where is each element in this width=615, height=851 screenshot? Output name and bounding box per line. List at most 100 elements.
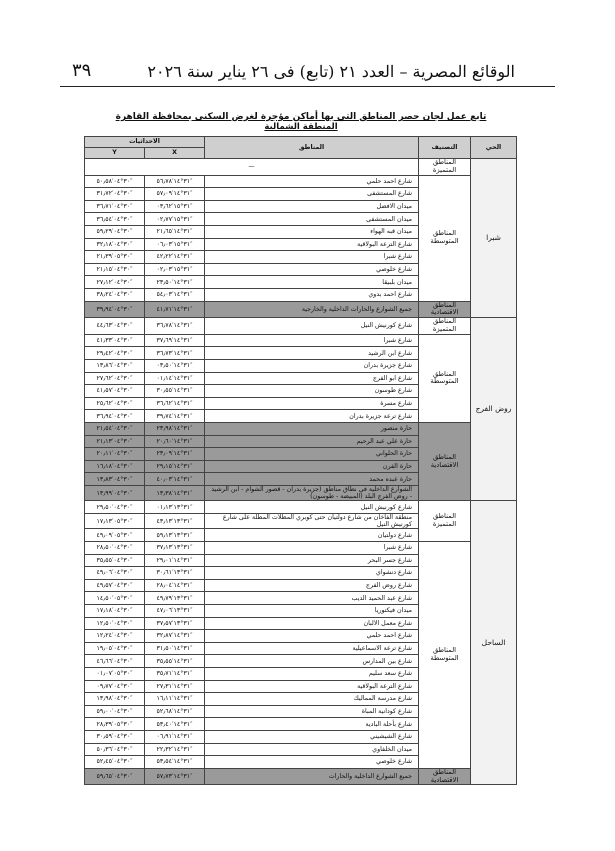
- x-cell: ٣١°١٣′٤٣٫١٣″: [144, 512, 205, 530]
- table-row: المناطق المتوسطة شارع شبرا ٣١°١٣′٣٧٫١٣″ ٣٠°…: [84, 541, 517, 769]
- area-cell: شارع جزيرة بدران: [204, 359, 419, 373]
- y-cell: ٣٠°٠٤′٢٧٫١٢″: [84, 275, 145, 289]
- area-cell: ميدان قبه الهواء: [204, 225, 419, 239]
- x-cell: ٣١°١٣′٣٧٫٥٧″: [144, 616, 205, 631]
- y-cell: ٣٠°٠٤′٣١٫٧٢″: [84, 187, 145, 201]
- area-cell: شارع خلوصي: [204, 262, 419, 277]
- table-row: شارع شبرا ٣١°١٤′٤٢٫٢٢″ ٣٠°٠٥′٢١٫٣٩″: [84, 250, 517, 264]
- y-cell: ٣٠°٠٤′٤١٫٥٧″: [84, 384, 145, 398]
- journal-title: الوقائع المصرية – العدد ٢١ (تابع) فى ٢٦ …: [147, 62, 515, 81]
- y-cell: ٣٠°٠٥′١٧٫١٣″: [84, 512, 145, 530]
- table-row: المناطق المتوسطة شارع احمد حلمي ٣١°١٤′٥٦٫٧…: [84, 174, 517, 302]
- area-cell: ميدان بلبيقا: [204, 275, 419, 289]
- y-cell: ٣٠°٠٤′٤٩٫٥٧″: [84, 578, 145, 593]
- x-cell: ٣١°١٤′١٦٫١١″: [144, 692, 205, 706]
- page-header: ٣٩ الوقائع المصرية – العدد ٢١ (تابع) فى …: [60, 56, 555, 87]
- y-cell: ٣٠°٠٤′٢١٫١٣″: [84, 434, 145, 449]
- x-cell: ٣١°١٤′٣٥٫٥٥″: [144, 654, 205, 668]
- area-cell: شارع شبرا: [204, 333, 419, 348]
- area-cell: الشوارع الداخلية في نطاق مناطق (جزيرة بد…: [204, 484, 419, 502]
- area-cell: شارع معمل الالبان: [204, 616, 419, 631]
- table-row: شارع دنشواي ٣١°١٣′٣٠٫٦١″ ٣٠°٠٤′٤٩٫٠٦″: [84, 566, 517, 580]
- header-cell: الحي: [470, 136, 517, 159]
- y-cell: ٣٠°٠٤′١٣٫٨٣″: [84, 472, 145, 486]
- document-subtitle: المنطقة الشمالية: [264, 122, 338, 132]
- x-cell: ٣١°١٤′٥٦٫٧٨″: [144, 174, 205, 189]
- area-cell: شارع الترعة البولاقية: [204, 679, 419, 694]
- area-cell: شارع الترعة البولاقية: [204, 237, 419, 252]
- table-row: المناطق المتوسطة شارع شبرا ٣١°١٤′٣٧٫٦٩″ ٣٠°…: [84, 333, 517, 423]
- y-cell: ٣٠°٠٤′٣٦٫٧١″: [84, 199, 145, 214]
- district-cell: شبرا: [470, 157, 517, 319]
- x-cell: ٣١°١٤′٥٣٫٤٠″: [144, 717, 205, 731]
- table-row: شارع المستشفى ٣١°١٤′٥٧٫٠٩″ ٣٠°٠٤′٣١٫٧٢″: [84, 187, 517, 201]
- y-cell: ٣٠°٠٤′٣٦٫٩٤″: [84, 409, 145, 423]
- x-cell: ٣١°١٤′٠٣٫٥٠″: [144, 359, 205, 373]
- x-cell: ٣١°١٤′٠١٫١٤″: [144, 371, 205, 386]
- table-row: المناطق الاقتصادية جميع الشوارع والحارات …: [84, 300, 517, 319]
- y-cell: ٣٠°٠٤′٣٩٫٩٤″: [84, 300, 145, 319]
- y-cell: ٣٠°٠٤′١٩٫٠٥″: [84, 641, 145, 656]
- classification-cell: المناطق الاقتصادية: [418, 421, 471, 502]
- header-cell: الاحداثيات: [84, 136, 205, 148]
- x-cell: ٣١°١٤′٢٩٫٠١″: [144, 553, 205, 568]
- y-cell: ٣٠°٠٥′٠١٫٠٧″: [84, 667, 145, 681]
- table-row: الساحل المناطق المتميزة شارع كورنيش النيل ٣…: [84, 500, 517, 786]
- x-cell: ٣١°١٤′٢٠٫٦٠″: [144, 434, 205, 449]
- table-row: شارع بين المدارس ٣١°١٤′٣٥٫٥٥″ ٣٠°٠٤′٤٦٫٦٦″: [84, 654, 517, 668]
- area-cell: شارع احمد بدوي: [204, 287, 419, 302]
- y-cell: ٣٠°٠٤′٣٨٫٢٤″: [84, 287, 145, 302]
- x-cell: ٣١°١٤′٢٧٫٣١″: [144, 679, 205, 694]
- area-cell: شارع الشيشيني: [204, 729, 419, 744]
- district-cell: روض الفرج: [470, 317, 517, 502]
- header-cell: التصنيف: [418, 136, 471, 159]
- area-cell: شارع سعد سليم: [204, 667, 419, 681]
- y-cell: ٣٠°٠٤′٢١٫١٥″: [84, 262, 145, 277]
- x-cell: ٣١°١٤′٤٠٫٠٣″: [144, 472, 205, 486]
- x-cell: ٣١°١٤′٢٩٫١٥″: [144, 459, 205, 474]
- y-cell: ٣٠°٠٤′٣٠٫٥٩″: [84, 729, 145, 744]
- document-title: تابع عمل لجان حصر المناطق التي بها أماكن…: [115, 112, 487, 122]
- x-cell: ٣١°١٤′٣٠٫٥٥″: [144, 384, 205, 398]
- x-cell: ٣١°١٤′٥٢٫٦٨″: [144, 704, 205, 719]
- area-cell: حارة علي عبد الرحيم: [204, 434, 419, 449]
- x-cell: ٣١°١٣′٤٧٫٠٦″: [144, 604, 205, 618]
- area-cell: شارع شبرا: [204, 541, 419, 555]
- area-cell: —: [84, 158, 419, 176]
- table-row: منطقة الفاخان من شارع دولتيان حتى كوبري …: [84, 512, 517, 530]
- x-cell: ٣١°١٤′٠٦٫٩١″: [144, 729, 205, 744]
- table-row: شارع سعد سليم ٣١°١٤′٣٥٫٧١″ ٣٠°٠٥′٠١٫٠٧″: [84, 667, 517, 681]
- area-cell: شارع بين المدارس: [204, 654, 419, 668]
- area-cell: شارع شبرا: [204, 250, 419, 264]
- classification-cell: المناطق المتوسطة: [418, 174, 471, 302]
- document: تابع عمل لجان حصر المناطق التي بها أماكن…: [84, 108, 517, 786]
- area-cell: حارة منصور: [204, 421, 419, 436]
- y-cell: ٣٠°٠٤′٤٤٫٦٣″: [84, 317, 145, 335]
- y-cell: ٣٠°٠٤′٣٥٫٥٥″: [84, 553, 145, 568]
- y-cell: ٣٠°٠٤′٢٠٫١١″: [84, 447, 145, 461]
- y-cell: ٣٠°٠٥′٢٨٫٣٩″: [84, 717, 145, 731]
- areas-table: الحي التصنيف المناطق الاحداثيات X Y شبرا…: [84, 136, 517, 786]
- x-cell: ٣١°١٣′٥٩٫١٣″: [144, 528, 205, 543]
- area-cell: ميدان الافضل: [204, 199, 419, 214]
- x-cell: ٣١°١٤′٥٧٫٧٣″: [144, 767, 205, 786]
- header-cell: X: [144, 147, 205, 159]
- area-cell: منطقة الفاخان من شارع دولتيان حتى كوبري …: [204, 512, 419, 530]
- area-cell: شارع روض الفرج: [204, 578, 419, 593]
- x-cell: ٣١°١٤′٤١٫٧١″: [144, 300, 205, 319]
- y-cell: ٣٠°٠٤′٢٩٫٥٠″: [84, 500, 145, 514]
- table-row: شارع ترعة جزيرة بدران ٣١°١٤′٣٩٫٧٤″ ٣٠°٠٤′٣…: [84, 409, 517, 423]
- area-cell: جميع الشوارع والحارات الداخلية والخارجية: [204, 300, 419, 319]
- area-cell: شارع طوسون: [204, 384, 419, 398]
- y-cell: ٣٠°٠٤′٥٠٫٣٦″: [84, 742, 145, 757]
- area-cell: شارع جسر البحر: [204, 553, 419, 568]
- area-cell: ميدان المستشفى: [204, 212, 419, 226]
- page-number: ٣٩: [72, 60, 92, 81]
- district-cell: الساحل: [470, 500, 517, 786]
- area-cell: شارع كورنيش النيل: [204, 500, 419, 514]
- table-row: شارع جزيرة بدران ٣١°١٤′٠٣٫٥٠″ ٣٠°٠٤′١٣٫٨٦″: [84, 359, 517, 373]
- y-cell: ٣٠°٠٤′٣٦٫٥٤″: [84, 212, 145, 226]
- y-cell: ٣٠°٠٥′٤٩٫٠٩″: [84, 528, 145, 543]
- y-cell: ٣٠°٠٤′٢٥٫٦٢″: [84, 396, 145, 411]
